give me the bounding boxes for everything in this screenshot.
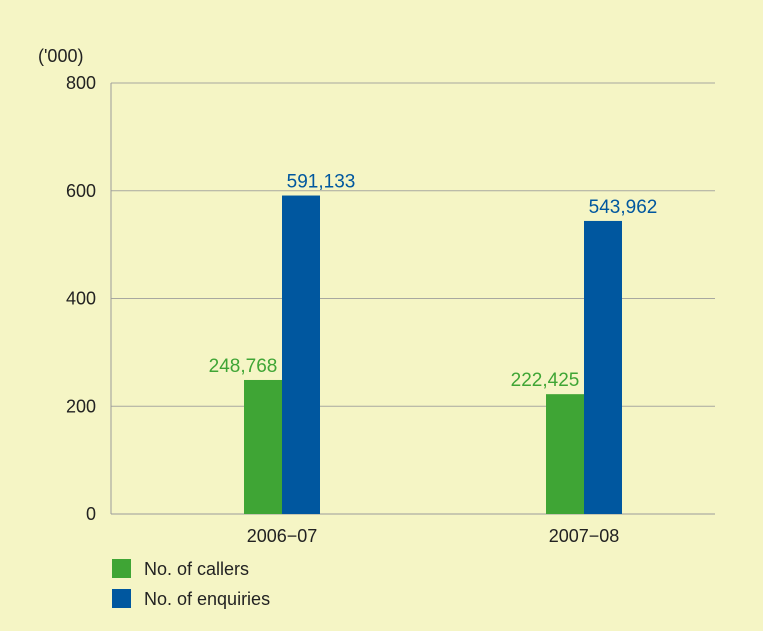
data-labels: 248,768 591,133 222,425 543,962 [209,172,658,392]
y-axis-unit-label: ('000) [38,46,83,66]
gridlines [111,82,715,407]
data-label: 543,962 [589,197,658,218]
x-tick-labels: 2006−07 2007−08 [247,526,620,546]
legend-swatch [112,589,131,608]
legend: No. of callers No. of enquiries [112,559,270,609]
legend-label: No. of enquiries [144,589,270,609]
y-tick-label: 0 [86,504,96,524]
y-tick-label: 600 [66,181,96,201]
bar-callers [546,394,584,514]
bar-enquiries [282,195,320,514]
data-label: 248,768 [209,356,278,377]
bar-callers [244,379,282,514]
legend-swatch [112,559,131,578]
y-tick-label: 800 [66,73,96,93]
y-tick-label: 400 [66,289,96,309]
y-tick-labels: 0 200 400 600 800 [66,73,96,524]
legend-label: No. of callers [144,559,249,579]
data-label: 222,425 [511,370,580,391]
data-label: 591,133 [287,172,356,193]
bar-enquiries [584,220,622,514]
x-tick-label: 2007−08 [549,526,620,546]
bars [244,195,622,514]
y-tick-label: 200 [66,396,96,416]
x-tick-label: 2006−07 [247,526,318,546]
